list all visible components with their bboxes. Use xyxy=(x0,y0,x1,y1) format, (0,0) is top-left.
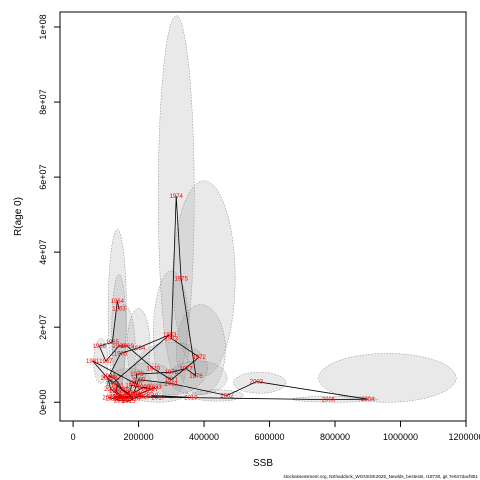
year-label-2006: 2006 xyxy=(109,395,123,401)
year-label-1991: 1991 xyxy=(111,383,125,389)
year-label-2023: 2023 xyxy=(148,385,162,391)
year-label-1979: 1979 xyxy=(130,372,144,378)
year-label-1977: 1977 xyxy=(179,366,193,372)
x-tick-label: 200000 xyxy=(124,432,154,442)
confidence-ellipse-13 xyxy=(93,338,109,384)
year-label-1971: 1971 xyxy=(165,378,179,384)
year-label-2000: 2000 xyxy=(132,378,146,384)
year-label-2013: 2013 xyxy=(102,396,116,402)
y-tick-label: 1e+08 xyxy=(38,14,48,39)
year-label-2009: 2009 xyxy=(101,376,115,382)
year-label-1995: 1995 xyxy=(120,396,134,402)
confidence-ellipse-1 xyxy=(157,15,195,377)
y-axis: 0e+00 2e+07 4e+07 6e+07 8e+07 1e+08 xyxy=(38,14,61,415)
confidence-ellipse-4 xyxy=(233,371,287,394)
y-tick-label: 6e+07 xyxy=(38,164,48,189)
y-tick-label: 8e+07 xyxy=(38,89,48,114)
year-label-1973: 1973 xyxy=(165,336,179,342)
year-label-2015: 2015 xyxy=(122,399,136,405)
year-label-1975: 1975 xyxy=(174,276,188,282)
x-tick-label: 1000000 xyxy=(383,432,418,442)
year-label-1984: 1984 xyxy=(132,346,146,352)
year-label-1982: 1982 xyxy=(106,381,120,387)
year-label-2014: 2014 xyxy=(114,398,128,404)
year-label-1972: 1972 xyxy=(192,355,206,361)
year-label-1981: 1981 xyxy=(86,359,100,365)
footer-source-text: stockassessment.org, NShaddock_WGNSSK202… xyxy=(283,474,478,479)
year-label-2019: 2019 xyxy=(184,395,198,401)
year-label-1965: 1965 xyxy=(106,340,120,346)
year-label-2007: 2007 xyxy=(117,397,131,403)
year-label-2021: 2021 xyxy=(130,393,144,399)
year-label-2004: 2004 xyxy=(361,397,375,403)
x-tick-label: 400000 xyxy=(189,432,219,442)
year-label-1963: 1963 xyxy=(112,306,126,312)
year-label-2011: 2011 xyxy=(112,395,126,401)
year-label-1992: 1992 xyxy=(109,389,123,395)
year-label-1964: 1964 xyxy=(111,299,125,305)
year-label-1968: 1968 xyxy=(112,344,126,350)
year-label-1997: 1997 xyxy=(145,387,159,393)
confidence-ellipses xyxy=(93,15,457,403)
year-label-1978: 1978 xyxy=(165,370,179,376)
year-label-1983: 1983 xyxy=(163,333,177,339)
y-tick-label: 0e+00 xyxy=(38,390,48,415)
year-label-1966: 1966 xyxy=(93,344,107,350)
year-label-1980: 1980 xyxy=(129,381,143,387)
year-label-2018: 2018 xyxy=(145,393,159,399)
year-label-1993: 1993 xyxy=(116,395,130,401)
year-label-2010: 2010 xyxy=(127,396,141,402)
year-label-1994: 1994 xyxy=(114,396,128,402)
year-label-1988: 1988 xyxy=(116,387,130,393)
confidence-ellipse-7 xyxy=(112,304,136,395)
x-tick-label: 600000 xyxy=(255,432,285,442)
stock-recruit-trajectory xyxy=(92,195,368,402)
year-label-1999: 1999 xyxy=(127,391,141,397)
year-label-1967: 1967 xyxy=(99,359,113,365)
year-label-2017: 2017 xyxy=(152,396,166,402)
x-tick-label: 800000 xyxy=(320,432,350,442)
year-label-1976: 1976 xyxy=(189,374,203,380)
year-label-1990: 1990 xyxy=(119,391,133,397)
year-label-1998: 1998 xyxy=(137,385,151,391)
year-label-1986: 1986 xyxy=(102,374,116,380)
year-label-2001: 2001 xyxy=(165,381,179,387)
x-axis-title: SSB xyxy=(253,458,273,469)
year-label-1989: 1989 xyxy=(124,393,138,399)
year-label-2008: 2008 xyxy=(104,387,118,393)
year-label-1974: 1974 xyxy=(170,194,184,200)
y-axis-title: R(age 0) xyxy=(13,197,24,236)
year-label-2022: 2022 xyxy=(140,389,154,395)
year-label-1970: 1970 xyxy=(147,366,161,372)
year-label-2016: 2016 xyxy=(132,395,146,401)
year-label-2002: 2002 xyxy=(220,393,234,399)
year-label-1996: 1996 xyxy=(125,383,139,389)
confidence-ellipse-3 xyxy=(318,353,457,403)
y-tick-label: 2e+07 xyxy=(38,315,48,340)
year-label-1987: 1987 xyxy=(107,376,121,382)
year-label-2020: 2020 xyxy=(137,395,151,401)
year-label-1985: 1985 xyxy=(114,351,128,357)
y-tick-label: 4e+07 xyxy=(38,240,48,265)
year-label-1969: 1969 xyxy=(120,344,134,350)
year-label-2005: 2005 xyxy=(322,398,336,404)
x-tick-label: 0 xyxy=(71,432,76,442)
year-label-2012: 2012 xyxy=(106,396,120,402)
year-label-2003: 2003 xyxy=(250,380,264,386)
